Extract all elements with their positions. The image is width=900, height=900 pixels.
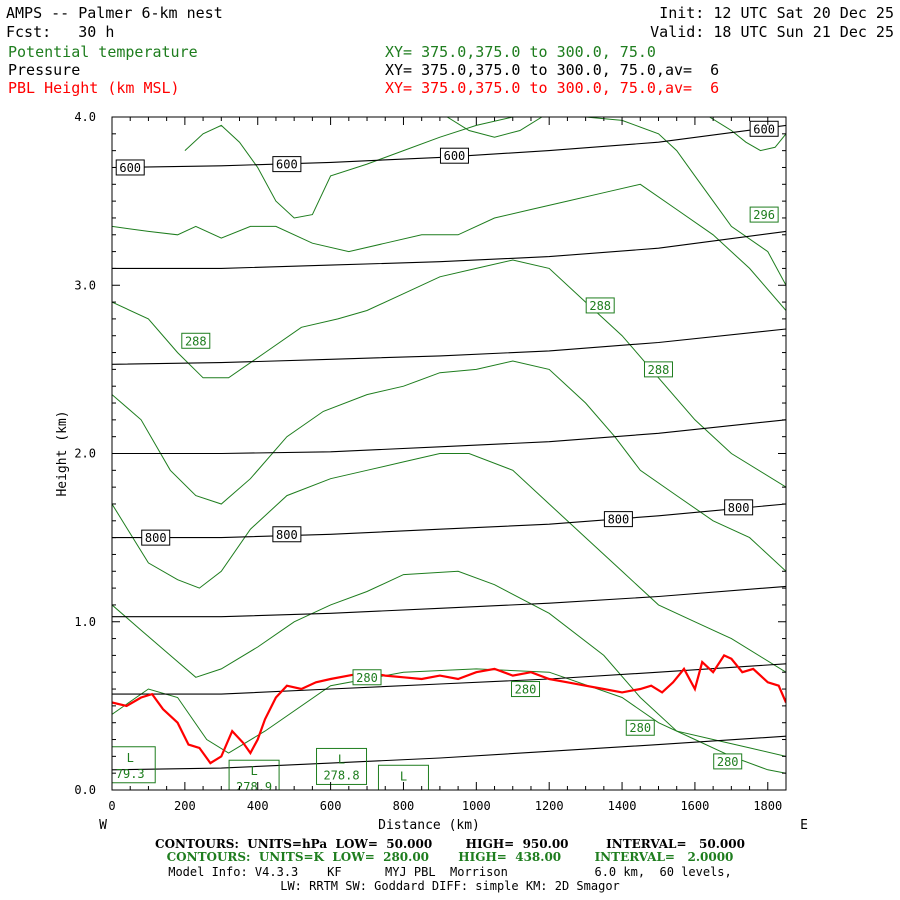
- pressure-contour-5: [112, 328, 786, 365]
- y-tick-label-0: 0.0: [74, 783, 96, 797]
- x-tick-label-5: 1000: [462, 799, 491, 813]
- x-axis-label: Distance (km): [378, 818, 480, 833]
- axes: 0 200 400 600 800 1000 1200 1400 1600 1800 0.0 1.0 2…: [55, 110, 808, 833]
- pressure-label-2-box: [439, 147, 469, 164]
- pressure-contours: [112, 124, 786, 771]
- x-tick-label-8: 1600: [680, 799, 709, 813]
- pressure-label-2: 600: [444, 149, 466, 163]
- pressure-label-6: 800: [608, 513, 630, 527]
- pressure-contour-3: [112, 503, 786, 539]
- field-pbl-name: PBL Height (km MSL): [8, 79, 180, 97]
- theta-contour-0: [112, 668, 786, 774]
- x-tick-label-9: 1800: [753, 799, 782, 813]
- theta-label-3-box: [643, 361, 673, 378]
- field-pressure-xy: XY= 375.0,375.0 to 300.0, 75.0,av= 6: [385, 61, 720, 79]
- field-theta-xy: XY= 375.0,375.0 to 300.0, 75.0: [385, 43, 656, 61]
- theta-label-6: 280: [629, 721, 651, 735]
- theta-contour-6: [184, 117, 786, 286]
- y-tick-label-2: 2.0: [74, 447, 96, 461]
- theta-contour-2: [112, 453, 786, 673]
- footer-pressure-contours: CONTOURS: UNITS=hPa LOW= 50.000 HIGH= 95…: [155, 837, 745, 851]
- theta-contour-8: [709, 117, 786, 152]
- theta-label-7: 280: [717, 755, 739, 769]
- theta-label-5-box: [511, 681, 541, 698]
- x-tick-label-6: 1200: [535, 799, 564, 813]
- pressure-label-3: 600: [753, 122, 775, 136]
- init-time: Init: 12 UTC Sat 20 Dec 25: [659, 4, 894, 22]
- pressure-contour-0: [112, 735, 786, 771]
- pressure-label-3-box: [749, 120, 779, 137]
- field-pbl-xy: XY= 375.0,375.0 to 300.0, 75.0,av= 6: [385, 79, 720, 97]
- field-pressure-name: Pressure: [8, 61, 81, 79]
- x-tick-label-0: 0: [108, 799, 115, 813]
- forecast-hour: Fcst: 30 h: [6, 23, 115, 41]
- theta-contour-5: [112, 183, 786, 311]
- low-label-1-letter: L: [250, 764, 257, 778]
- field-theta-name: Potential temperature: [8, 43, 198, 61]
- pressure-label-5-box: [272, 526, 302, 543]
- valid-time: Valid: 18 UTC Sun 21 Dec 25: [650, 23, 894, 41]
- x-tick-label-4: 800: [393, 799, 415, 813]
- theta-label-4-box: [352, 669, 382, 686]
- theta-contour-3: [112, 360, 786, 572]
- x-tick-label-1: 200: [174, 799, 196, 813]
- theta-label-6-box: [625, 719, 655, 736]
- theta-label-0-box: [749, 206, 779, 223]
- pressure-contour-7: [112, 124, 786, 169]
- theta-label-1: 288: [589, 299, 611, 313]
- pressure-label-1: 600: [276, 158, 298, 172]
- low-label-0-value: 79.3: [116, 767, 145, 781]
- x-tick-label-3: 600: [320, 799, 342, 813]
- theta-label-2: 288: [185, 334, 207, 348]
- y-tick-label-1: 1.0: [74, 615, 96, 629]
- theta-label-3: 288: [648, 363, 670, 377]
- pbl-height-line: [112, 654, 786, 765]
- y-tick-label-4: 4.0: [74, 110, 96, 124]
- pressure-label-5: 800: [276, 528, 298, 542]
- contour-labels: 600 600 600 600 800 800 800 800 296 288 288 288 280 2…: [112, 120, 779, 794]
- low-label-1-box: [228, 759, 280, 790]
- theta-label-5: 280: [515, 683, 537, 697]
- pressure-label-0: 600: [119, 161, 141, 175]
- low-label-3-letter: L: [400, 769, 407, 783]
- west-label: W: [99, 818, 107, 833]
- pressure-contour-2: [112, 585, 786, 618]
- theta-contours: [112, 117, 786, 774]
- pressure-label-7: 800: [728, 501, 750, 515]
- east-label: E: [800, 818, 808, 833]
- x-tick-label-7: 1400: [608, 799, 637, 813]
- theta-contour-1: [112, 570, 786, 757]
- low-label-3-box: [377, 764, 429, 790]
- y-axis-label: Height (km): [55, 410, 70, 496]
- x-tick-label-2: 400: [247, 799, 269, 813]
- pressure-label-7-box: [724, 499, 754, 516]
- low-label-2-box: [316, 747, 368, 785]
- y-tick-label-3: 3.0: [74, 278, 96, 292]
- pressure-label-0-box: [115, 159, 145, 176]
- low-label-0-box: [112, 746, 156, 784]
- footer-model-info: Model Info: V4.3.3 KF MYJ PBL Morrison 6…: [168, 865, 732, 879]
- pressure-label-4-box: [141, 529, 171, 546]
- pbl-height-series: [112, 654, 786, 765]
- pressure-contour-1: [112, 663, 786, 695]
- footer-physics-info: LW: RRTM SW: Goddard DIFF: simple KM: 2D…: [280, 879, 620, 893]
- low-label-0-letter: L: [127, 751, 134, 765]
- pressure-label-6-box: [603, 511, 633, 528]
- theta-label-2-box: [181, 332, 211, 349]
- pressure-contour-4: [112, 419, 786, 455]
- theta-label-7-box: [713, 753, 743, 770]
- pressure-label-4: 800: [145, 531, 167, 545]
- theta-label-0: 296: [753, 208, 775, 222]
- theta-label-4: 280: [356, 671, 378, 685]
- low-label-1-value: 278.9: [236, 780, 272, 794]
- footer-theta-contours: CONTOURS: UNITS=K LOW= 280.00 HIGH= 438.…: [166, 850, 734, 864]
- chart-title: AMPS -- Palmer 6-km nest: [6, 4, 223, 22]
- theta-label-1-box: [585, 297, 615, 314]
- theta-contour-7: [446, 117, 543, 138]
- low-label-2-letter: L: [338, 752, 345, 766]
- pressure-label-1-box: [272, 156, 302, 173]
- pressure-contour-6: [112, 230, 786, 269]
- low-label-2-value: 278.8: [323, 768, 359, 782]
